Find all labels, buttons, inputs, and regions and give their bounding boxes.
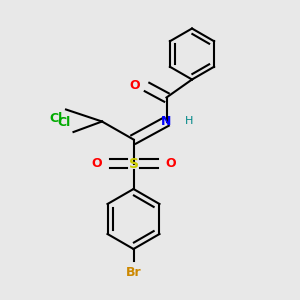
Text: O: O: [165, 157, 175, 170]
Text: Cl: Cl: [50, 112, 63, 125]
Text: N: N: [161, 115, 172, 128]
Text: S: S: [128, 157, 139, 170]
Text: H: H: [184, 116, 193, 127]
Text: O: O: [92, 157, 102, 170]
Text: Cl: Cl: [57, 116, 70, 129]
Text: Br: Br: [126, 266, 141, 278]
Text: O: O: [130, 79, 140, 92]
